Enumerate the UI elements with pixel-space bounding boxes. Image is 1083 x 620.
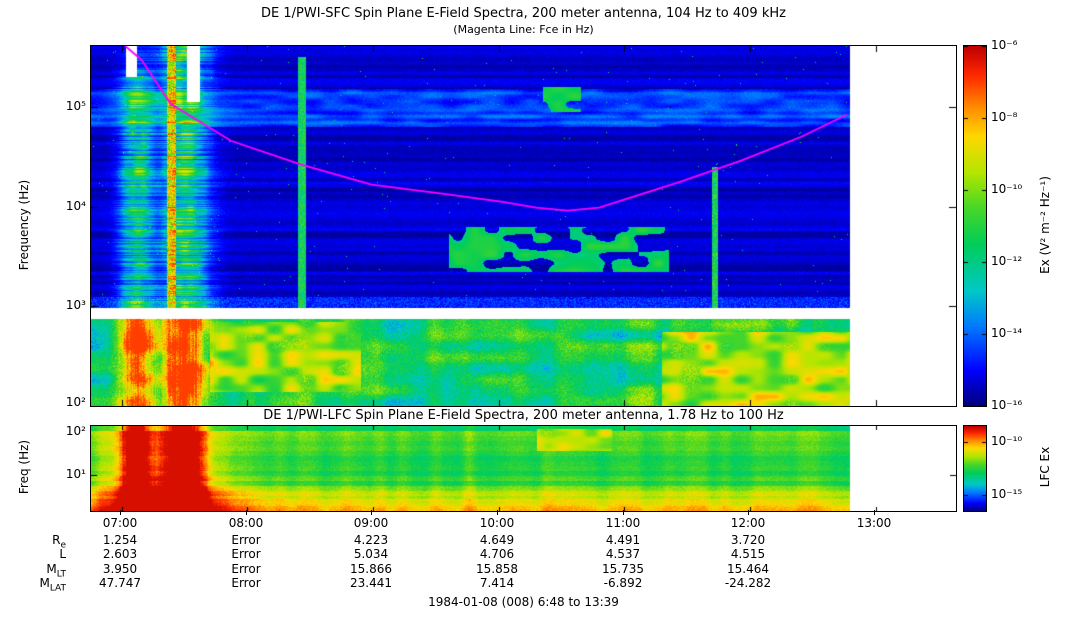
sfc-panel [90,45,957,407]
table-cell: -6.892 [603,576,643,590]
table-row-label: L [16,547,66,564]
x-tick-mark [371,510,372,515]
sfc-subtitle: (Magenta Line: Fce in Hz) [453,23,594,36]
table-cell: 4.223 [353,533,389,547]
table-cell: 4.515 [730,547,766,561]
x-tick-mark [748,510,749,515]
table-row-label-base: M [46,562,57,576]
sfc-colorbar [963,45,987,407]
lfc-colorbar [963,425,987,512]
sfc-cb-tick-label: 10⁻⁶ [991,38,1018,52]
table-cell: 15.735 [602,562,644,576]
table-cell: 3.950 [102,562,138,576]
table-cell: 4.706 [479,547,515,561]
x-tick-label: 08:00 [228,516,264,530]
table-cell: 15.858 [476,562,518,576]
sfc-colorbar-label: Ex (V² m⁻² Hz⁻¹) [1038,176,1052,274]
table-cell: 4.649 [479,533,515,547]
x-tick-mark [246,510,247,515]
sfc-y-axis-label: Frequency (Hz) [17,179,31,271]
caption: 1984-01-08 (008) 6:48 to 13:39 [428,595,619,609]
table-cell: Error [231,562,261,576]
table-cell: 3.720 [730,533,766,547]
sfc-ytick-1e4: 10⁴ [65,199,86,213]
table-cell: 5.034 [353,547,389,561]
x-tick-label: 07:00 [102,516,138,530]
sfc-cb-tick-label: 10⁻¹⁰ [991,182,1023,196]
x-tick-label: 10:00 [479,516,515,530]
table-row-label-base: M [39,576,50,590]
lfc-canvas [91,426,956,511]
table-cell: 23.441 [350,576,392,590]
sfc-colorbar-canvas [964,46,986,406]
table-cell: Error [231,547,261,561]
lfc-ytick-1e2: 10² [65,424,86,438]
table-row-label: MLAT [16,576,66,593]
sfc-title: DE 1/PWI-SFC Spin Plane E-Field Spectra,… [261,6,786,21]
sfc-ytick-1e5: 10⁵ [65,99,86,113]
sfc-ytick-1e3: 10³ [65,298,86,312]
table-row-label: MLT [16,562,66,579]
x-tick-label: 09:00 [353,516,389,530]
lfc-y-axis-label: Freq (Hz) [17,439,31,495]
lfc-cb-tick-label: 10⁻¹⁰ [991,434,1023,448]
x-tick-mark [874,510,875,515]
lfc-colorbar-canvas [964,426,986,511]
x-tick-mark [497,510,498,515]
table-cell: 7.414 [479,576,515,590]
table-cell: Error [231,576,261,590]
x-tick-mark [120,510,121,515]
x-tick-label: 13:00 [856,516,892,530]
table-row-label-sub: LAT [49,583,66,594]
table-row-label: Re [16,533,66,550]
table-row-label-sub: LT [56,569,66,580]
table-cell: 4.491 [605,533,641,547]
table-cell: 4.537 [605,547,641,561]
table-cell: 15.464 [727,562,769,576]
sfc-cb-tick-label: 10⁻¹² [991,254,1023,268]
sfc-ytick-1e2: 10² [65,395,86,409]
lfc-panel [90,425,957,512]
sfc-canvas [91,46,956,406]
table-row-label-base: R [52,533,61,547]
lfc-title: DE 1/PWI-LFC Spin Plane E-Field Spectra,… [263,408,784,423]
table-row-label-base: L [59,547,66,561]
table-cell: 1.254 [102,533,138,547]
table-row-label-sub: e [60,540,66,551]
table-cell: Error [231,533,261,547]
sfc-cb-tick-label: 10⁻¹⁴ [991,326,1023,340]
x-tick-label: 12:00 [730,516,766,530]
table-cell: 2.603 [102,547,138,561]
x-tick-label: 11:00 [605,516,641,530]
table-cell: -24.282 [724,576,772,590]
table-cell: 47.747 [99,576,141,590]
sfc-cb-tick-label: 10⁻¹⁶ [991,398,1023,412]
lfc-ytick-1e1: 10¹ [65,467,86,481]
x-tick-mark [623,510,624,515]
lfc-cb-tick-label: 10⁻¹⁵ [991,487,1023,501]
lfc-colorbar-label: LFC Ex [1038,446,1052,488]
table-cell: 15.866 [350,562,392,576]
sfc-cb-tick-label: 10⁻⁸ [991,110,1018,124]
